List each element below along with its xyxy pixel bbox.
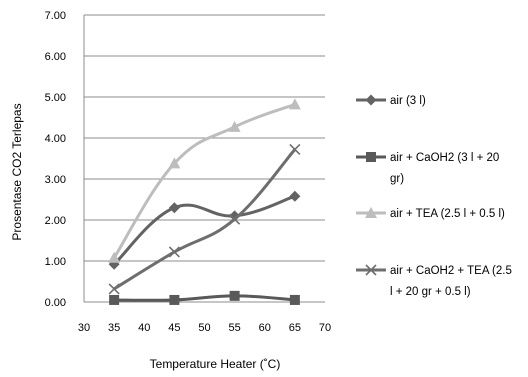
data-point [108,283,120,295]
legend-swatch-marker [365,264,377,276]
y-tick-label: 2.00 [45,215,66,227]
data-point [288,98,301,110]
data-point [168,246,180,258]
data-point [168,157,181,169]
y-tick-label: 6.00 [45,51,66,63]
legend-label: air + TEA (2.5 l + 0.5 l) [390,208,505,220]
x-tick-label: 45 [168,322,180,334]
legend-label: gr) [390,173,404,185]
legend-swatch-marker [365,207,377,218]
series-2 [109,290,300,305]
axes [83,15,325,303]
legend-item-1: air (3 l) [356,94,426,107]
x-tick-label: 30 [78,322,90,334]
y-tick-label: 1.00 [45,256,66,268]
legend: air (3 l) air + CaOH2 (3 l + 20 gr) air + T… [356,94,512,298]
legend-item-2: air + CaOH2 (3 l + 20 gr) [356,152,499,185]
x-tick-label: 35 [108,322,120,334]
legend-item-3: air + TEA (2.5 l + 0.5 l) [356,207,505,220]
x-tick-label: 55 [229,322,241,334]
x-tick-label: 65 [289,322,301,334]
series-line [112,102,296,259]
series-4 [108,143,301,295]
data-point [169,294,180,305]
data-point [108,251,121,263]
y-tick-label: 0.00 [45,297,66,309]
data-point [289,294,300,305]
y-tick-label: 3.00 [45,174,66,186]
x-tick-label: 70 [319,322,331,334]
series-3 [108,98,301,263]
data-point [289,143,301,156]
series-group [108,98,301,305]
data-point [109,294,120,305]
legend-item-4: air + CaOH2 + TEA (2.5 l + 20 gr + 0.5 l) [356,264,512,298]
x-tick-label: 60 [259,322,271,334]
data-point [228,120,241,132]
legend-label: l + 20 gr + 0.5 l) [390,286,471,298]
legend-label: air (3 l) [390,95,426,107]
y-tick-labels: 0.00 1.00 2.00 3.00 4.00 5.00 6.00 7.00 [45,10,66,309]
x-tick-label: 40 [138,322,150,334]
legend-swatch-marker [365,94,377,106]
series-line [114,294,295,302]
legend-label: air + CaOH2 + TEA (2.5 [390,265,512,277]
y-tick-label: 5.00 [45,92,66,104]
legend-swatch-marker [366,152,376,162]
x-tick-label: 50 [198,322,210,334]
legend-label: air + CaOH2 (3 l + 20 [390,152,499,164]
series-1 [108,190,301,270]
data-point [229,213,241,225]
grid-lines [84,14,325,262]
series-line [113,148,297,291]
data-point [168,202,180,214]
series-line [113,194,296,266]
x-axis-label: Temperature Heater (˚C) [150,357,281,371]
y-tick-label: 4.00 [45,133,66,145]
y-tick-label: 7.00 [45,10,66,22]
data-point [289,190,301,202]
data-point [229,290,240,301]
y-axis-label: Prosentase CO2 Terlepas [10,103,24,240]
x-tick-labels: 30 35 40 45 50 55 60 65 70 [78,322,331,334]
